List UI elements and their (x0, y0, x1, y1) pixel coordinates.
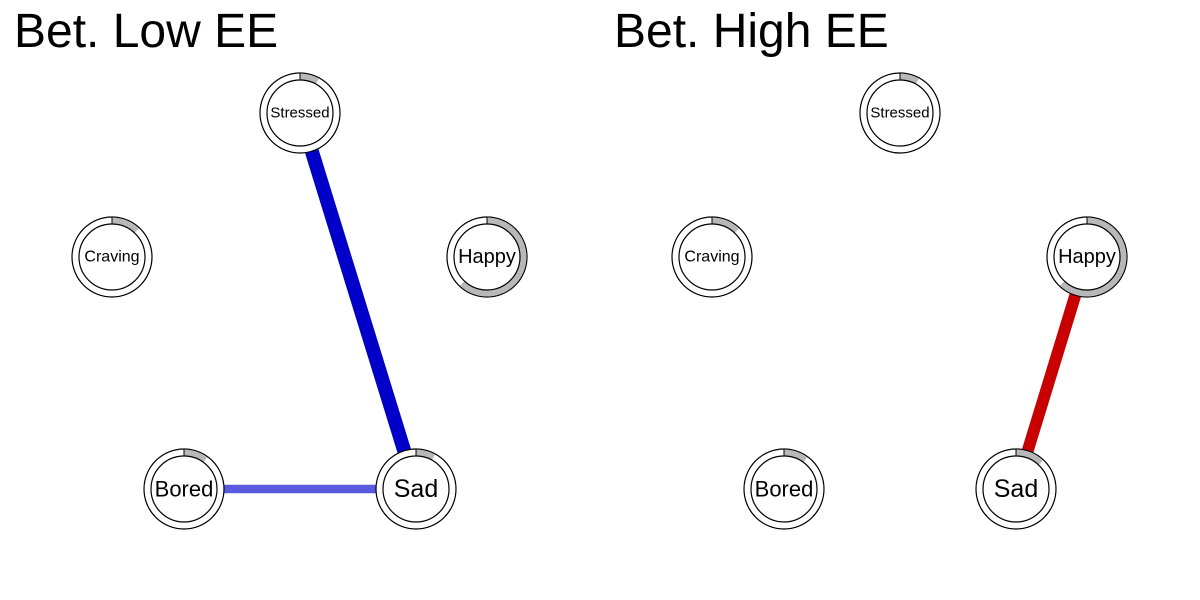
node-label-craving: Craving (84, 249, 139, 266)
panel-title-low-ee: Bet. Low EE (14, 5, 279, 58)
node-label-bored: Bored (755, 477, 814, 502)
node-pie-arc (783, 449, 808, 463)
node-inner-circle (866, 79, 934, 147)
node-pie-arc (1060, 217, 1127, 297)
node-inner-circle (78, 223, 146, 291)
node-label-stressed: Stressed (270, 105, 329, 122)
node-label-sad: Sad (994, 475, 1038, 503)
node-stressed: Stressed (259, 72, 341, 154)
node-inner-circle (453, 223, 521, 291)
network-high-ee: Stressed Craving Happy Bored Sad (671, 72, 1128, 530)
node-label-happy: Happy (458, 246, 516, 268)
node-bored: Bored (143, 448, 225, 530)
node-happy: Happy (1046, 216, 1128, 298)
node-inner-circle (750, 455, 818, 523)
edge-happy-sad (1022, 293, 1081, 453)
node-inner-circle (266, 79, 334, 147)
node-inner-circle (678, 223, 746, 291)
node-inner-circle (382, 455, 450, 523)
node-stressed: Stressed (859, 72, 941, 154)
edge-stressed-sad (305, 149, 411, 453)
node-pie-arc (711, 217, 739, 233)
node-sad: Sad (975, 448, 1057, 530)
node-pie-arc (111, 217, 139, 233)
node-label-craving: Craving (684, 249, 739, 266)
node-inner-circle (982, 455, 1050, 523)
node-bored: Bored (743, 448, 825, 530)
node-label-happy: Happy (1058, 246, 1116, 268)
node-sad: Sad (375, 448, 457, 530)
node-happy: Happy (446, 216, 528, 298)
panel-title-high-ee: Bet. High EE (614, 5, 889, 58)
node-pie-arc (183, 449, 208, 463)
node-pie-arc (1015, 449, 1043, 465)
node-inner-circle (150, 455, 218, 523)
node-label-stressed: Stressed (870, 105, 929, 122)
network-low-ee: Stressed Craving Happy Bored Sad (71, 72, 528, 530)
node-craving: Craving (671, 216, 753, 298)
node-label-bored: Bored (155, 477, 214, 502)
node-inner-circle (1053, 223, 1121, 291)
node-label-sad: Sad (394, 475, 438, 503)
node-craving: Craving (71, 216, 153, 298)
node-pie-arc (460, 217, 527, 297)
